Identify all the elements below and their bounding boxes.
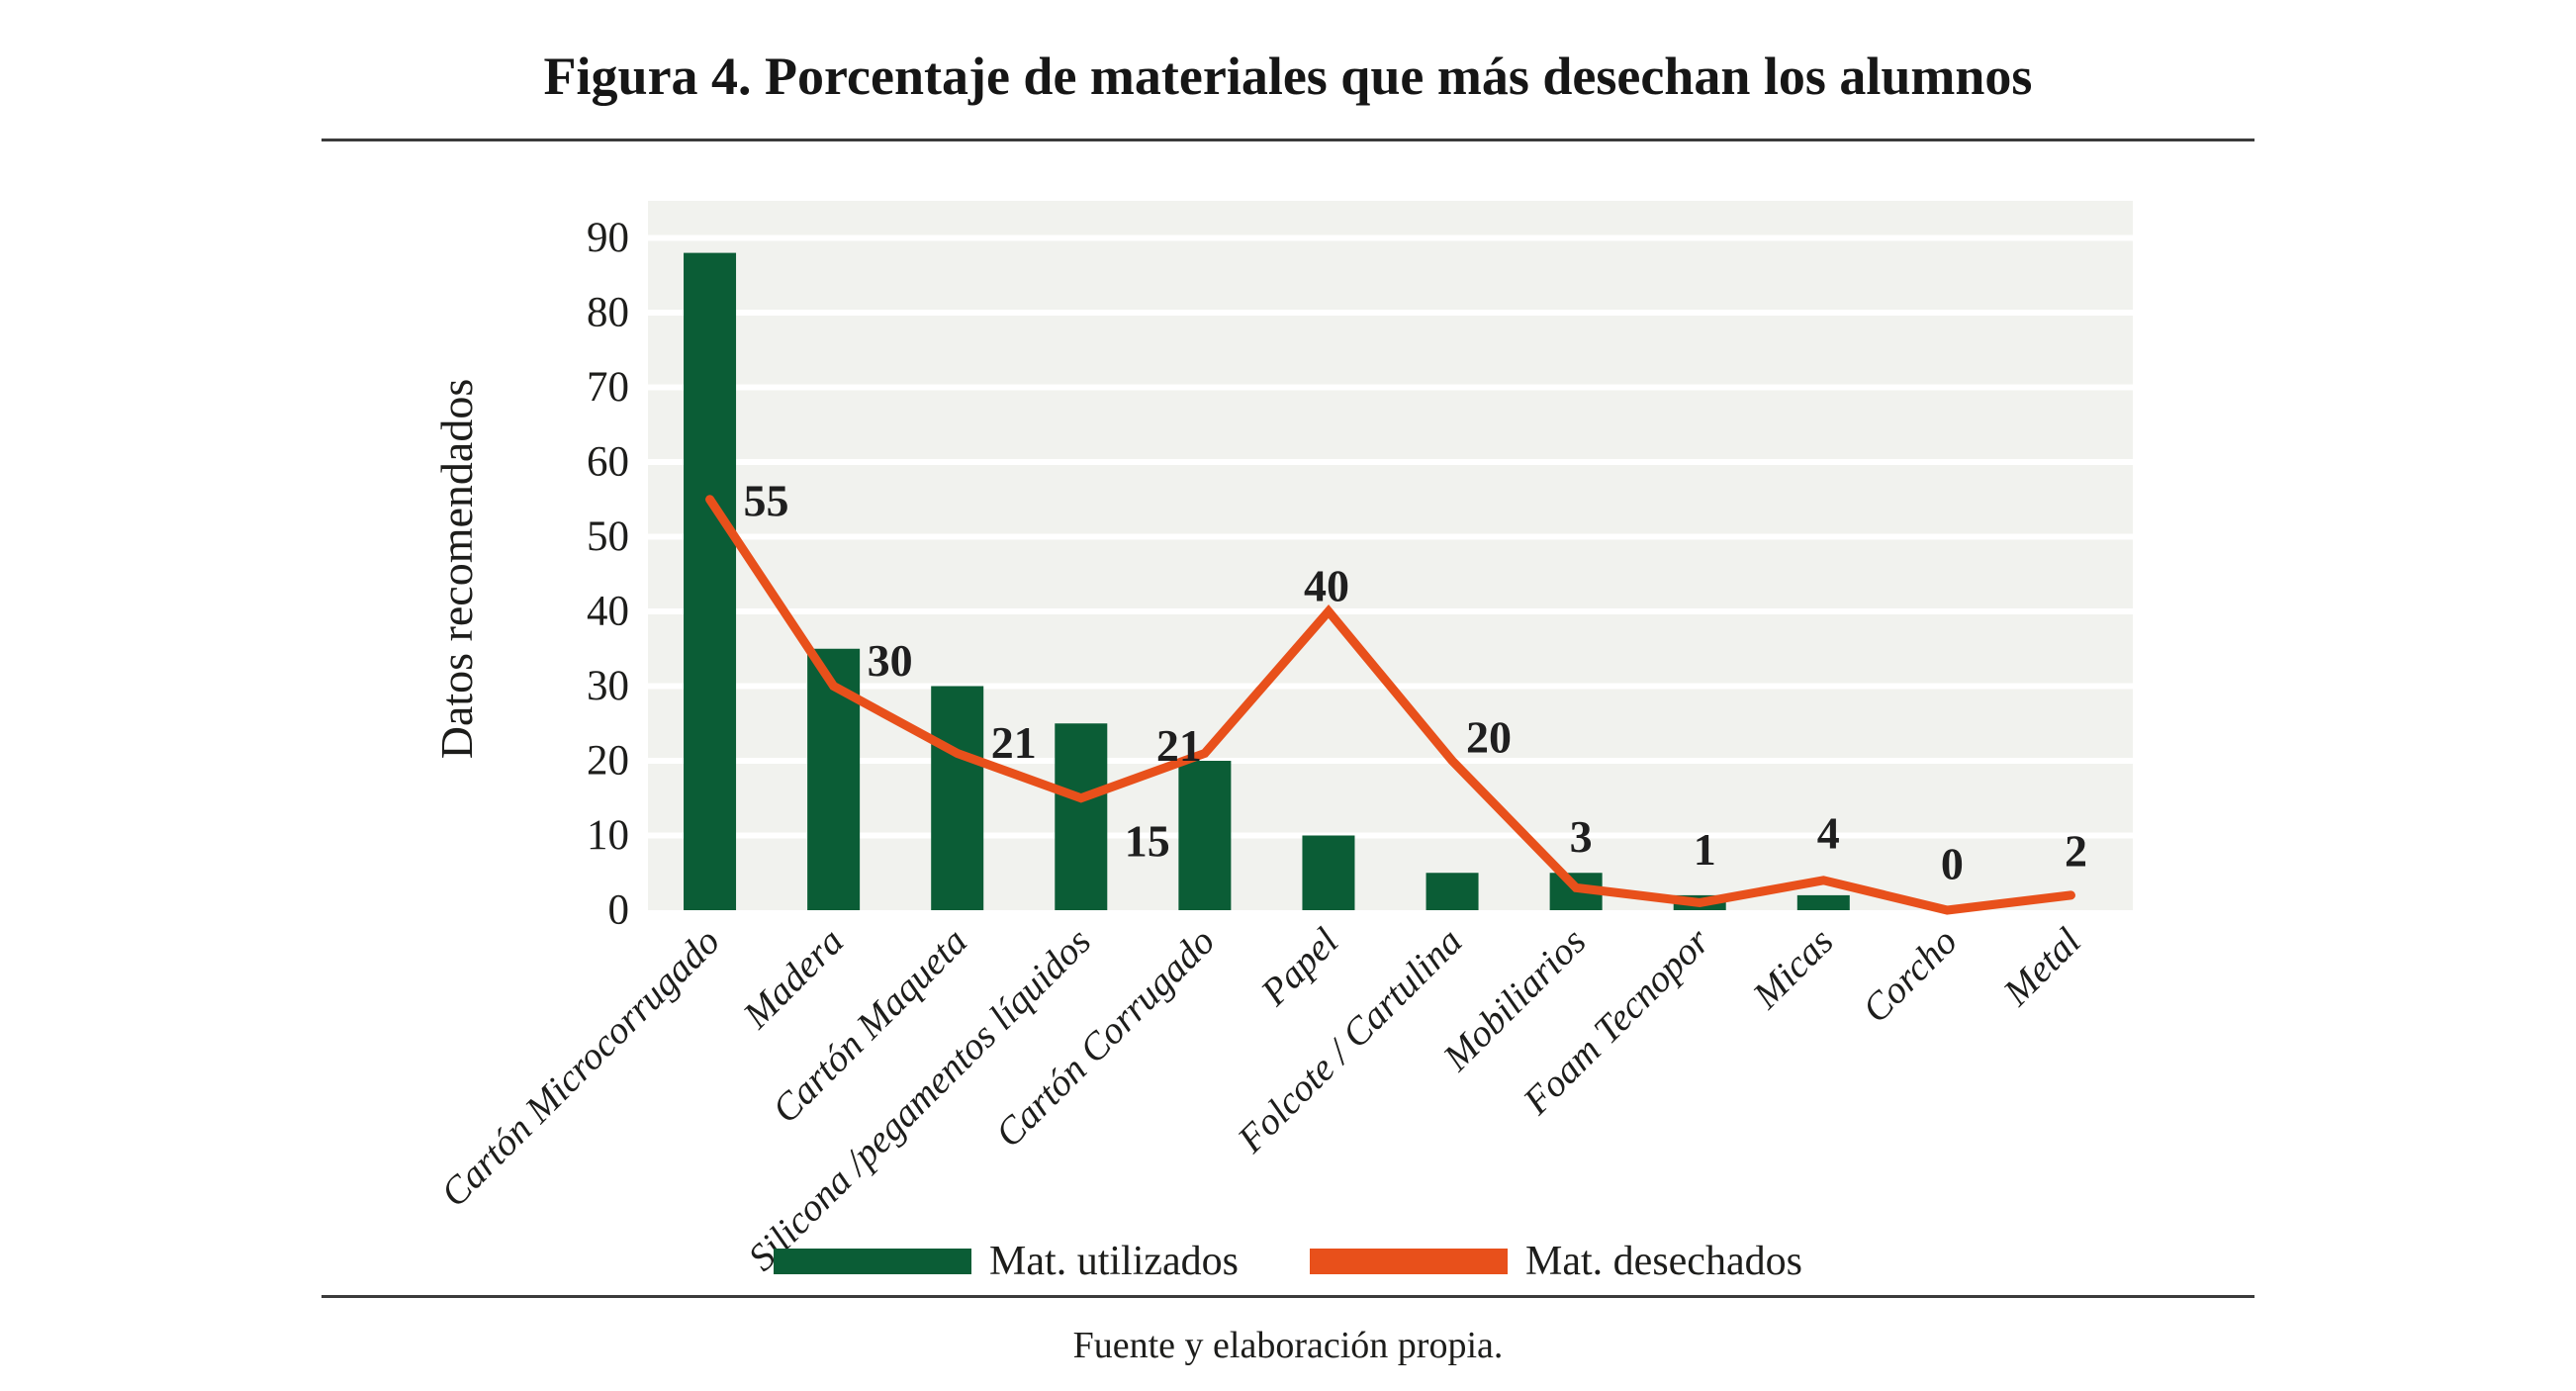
y-tick-label: 40 <box>587 589 629 635</box>
bar-series-label: Mat. utilizados <box>989 1239 1240 1284</box>
bar-4 <box>1178 761 1232 910</box>
bar-6 <box>1426 873 1479 910</box>
data-label-5: 40 <box>1304 561 1349 611</box>
bar-0 <box>684 252 737 911</box>
line-series-label: Mat. desechados <box>1525 1239 1802 1284</box>
source-caption: Fuente y elaboración propia. <box>1072 1325 1504 1366</box>
y-tick-label: 60 <box>587 439 629 486</box>
x-category-label-0: Cartón Microcorrugado <box>433 920 728 1215</box>
x-category-label-6: Folcote / Cartulina <box>1229 920 1470 1161</box>
data-label-2: 21 <box>991 717 1037 768</box>
y-tick-label: 50 <box>587 513 629 560</box>
top-rule <box>322 139 2254 141</box>
data-label-6: 20 <box>1466 712 1512 763</box>
data-label-9: 4 <box>1817 807 1840 858</box>
line-series <box>705 495 2075 915</box>
bar-3 <box>1055 723 1108 910</box>
y-tick-label: 70 <box>587 364 629 411</box>
x-category-label-4: Cartón Corrugado <box>987 920 1223 1156</box>
x-category-label-11: Metal <box>1994 920 2088 1014</box>
data-label-11: 2 <box>2065 825 2087 876</box>
bottom-rule <box>322 1295 2254 1298</box>
y-tick-label: 20 <box>587 738 629 785</box>
data-label-10: 0 <box>1941 839 1964 889</box>
y-tick-label: 0 <box>608 887 630 934</box>
legend-item-line-series: Mat. desechados <box>1310 1238 1802 1285</box>
x-category-label-10: Corcho <box>1855 920 1966 1031</box>
x-category-label-5: Papel <box>1252 920 1346 1014</box>
data-label-8: 1 <box>1694 824 1716 875</box>
y-axis-title: Datos recomendados <box>431 378 482 760</box>
legend: Mat. utilizados Mat. desechados <box>0 1239 2576 1284</box>
legend-item-bar-series: Mat. utilizados <box>774 1238 1239 1285</box>
y-tick-label: 10 <box>587 812 629 859</box>
bar-series-swatch <box>774 1249 972 1274</box>
y-tick-label: 30 <box>587 663 629 709</box>
y-tick-label: 90 <box>587 215 629 261</box>
bar-5 <box>1302 835 1355 910</box>
data-label-0: 55 <box>744 475 789 525</box>
y-tick-label: 80 <box>587 290 629 336</box>
figure-title: Figura 4. Porcentaje de materiales que m… <box>543 46 2033 106</box>
data-label-1: 30 <box>868 635 913 686</box>
x-category-label-1: Madera <box>735 920 852 1037</box>
bar-2 <box>931 686 984 910</box>
line-series-swatch <box>1310 1249 1509 1274</box>
plot-area <box>648 201 2133 910</box>
data-label-7: 3 <box>1570 811 1593 862</box>
bar-9 <box>1796 894 1850 910</box>
data-label-4: 21 <box>1156 720 1202 771</box>
data-label-3: 15 <box>1125 815 1170 866</box>
x-category-label-9: Micas <box>1744 920 1842 1018</box>
